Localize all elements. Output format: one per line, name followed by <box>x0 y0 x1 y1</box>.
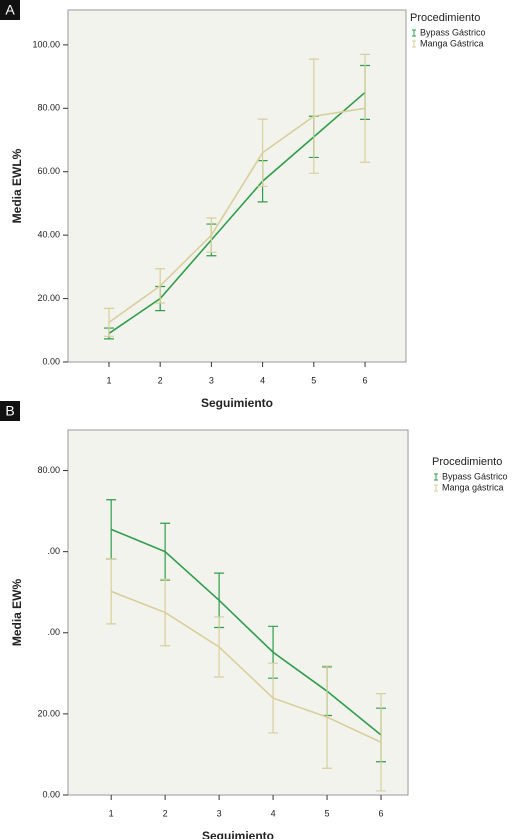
error-bar <box>214 616 225 678</box>
error-bar <box>206 217 217 253</box>
x-tick-label: 3 <box>209 375 214 385</box>
x-tick-label: 4 <box>260 375 265 385</box>
x-tick-label: 3 <box>217 808 222 818</box>
y-axis-label: Media EWL% <box>10 148 24 223</box>
series-line <box>108 91 366 335</box>
legend-title: Procedimiento <box>410 12 480 24</box>
legend-swatch <box>434 484 438 492</box>
x-tick-label: 6 <box>363 375 368 385</box>
error-bar <box>103 307 114 337</box>
x-tick-label: 4 <box>271 808 276 818</box>
panel-badge <box>0 0 20 20</box>
y-tick-label: 80.00 <box>37 103 60 113</box>
error-bar <box>268 662 279 734</box>
y-tick-label: .00 <box>47 627 60 637</box>
y-tick-label: 100.00 <box>32 39 60 49</box>
legend-swatch <box>412 29 416 37</box>
error-bar <box>257 118 268 187</box>
x-axis-label: Seguimiento <box>202 829 274 839</box>
y-axis-label: Media EW% <box>10 579 24 647</box>
x-tick-label: 5 <box>325 808 330 818</box>
y-tick-label: 20.00 <box>37 708 60 718</box>
legend-label: Manga gástrica <box>442 482 504 492</box>
panel-label: B <box>5 403 14 419</box>
legend-swatch <box>412 40 416 48</box>
x-tick-label: 2 <box>163 808 168 818</box>
panel-badge <box>0 401 20 421</box>
x-tick-label: 6 <box>379 808 384 818</box>
y-tick-label: 0.00 <box>42 356 60 366</box>
plot-area <box>67 429 409 796</box>
error-bar <box>106 558 117 625</box>
legend-swatch <box>434 473 438 481</box>
y-tick-label: 20.00 <box>37 293 60 303</box>
plot-area <box>67 9 407 363</box>
series-line <box>110 528 382 736</box>
y-tick-label: 0.00 <box>42 789 60 799</box>
series-line <box>110 590 382 744</box>
error-bar <box>308 58 319 174</box>
error-bar <box>322 665 333 769</box>
y-tick-label: 40.00 <box>37 230 60 240</box>
series-line <box>108 107 366 324</box>
legend-label: Manga Gástrica <box>420 38 484 48</box>
y-tick-label: 80.00 <box>37 465 60 475</box>
y-tick-label: .00 <box>47 546 60 556</box>
x-axis-label: Seguimiento <box>201 396 273 410</box>
x-tick-label: 1 <box>109 808 114 818</box>
x-tick-label: 1 <box>106 375 111 385</box>
legend-label: Bypass Gástrico <box>420 27 486 37</box>
error-bar <box>360 53 371 163</box>
legend-label: Bypass Gástrico <box>442 471 508 481</box>
panel-label: A <box>5 2 15 18</box>
legend-title: Procedimiento <box>432 456 502 468</box>
error-bar <box>155 268 166 304</box>
error-bar <box>160 578 171 647</box>
x-tick-label: 2 <box>158 375 163 385</box>
y-tick-label: 60.00 <box>37 166 60 176</box>
error-bar <box>376 693 387 792</box>
x-tick-label: 5 <box>311 375 316 385</box>
